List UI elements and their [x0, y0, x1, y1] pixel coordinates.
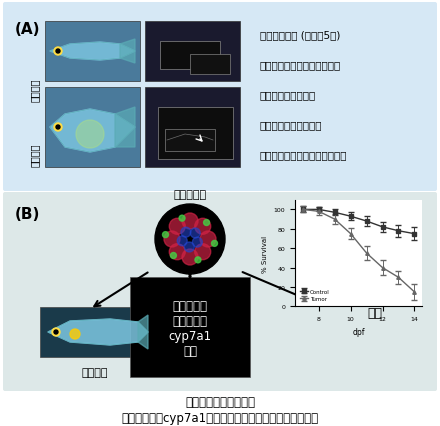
Polygon shape: [120, 40, 135, 64]
Bar: [45, 88, 140, 167]
Circle shape: [182, 249, 198, 265]
Polygon shape: [138, 315, 148, 349]
Circle shape: [170, 253, 176, 259]
Circle shape: [70, 329, 80, 339]
Circle shape: [200, 231, 216, 248]
Bar: [145, 22, 240, 82]
Circle shape: [169, 244, 185, 260]
Circle shape: [54, 48, 62, 56]
Bar: [130, 277, 250, 377]
Polygon shape: [48, 319, 148, 345]
Bar: [160, 42, 220, 70]
Polygon shape: [50, 110, 135, 153]
Circle shape: [195, 257, 201, 263]
Circle shape: [181, 227, 191, 238]
Bar: [40, 307, 150, 357]
Text: ・発生が早い (受精後5日): ・発生が早い (受精後5日): [260, 30, 341, 40]
Circle shape: [190, 228, 200, 239]
Text: 正常個体: 正常個体: [30, 78, 40, 101]
Circle shape: [182, 213, 198, 230]
Circle shape: [169, 219, 185, 235]
Legend: Control, Tumor: Control, Tumor: [297, 287, 332, 304]
X-axis label: dpf: dpf: [352, 327, 365, 336]
Circle shape: [212, 241, 217, 247]
Circle shape: [162, 232, 169, 238]
Circle shape: [177, 236, 187, 246]
Text: 肝臓の炎症がcyp7a1依存的な代謝異常によることを発見: 肝臓の炎症がcyp7a1依存的な代謝異常によることを発見: [121, 411, 319, 424]
Circle shape: [195, 244, 211, 260]
Circle shape: [54, 124, 62, 132]
Circle shape: [56, 50, 60, 54]
Circle shape: [179, 216, 185, 222]
Circle shape: [164, 231, 180, 248]
Text: 腫癘個体: 腫癘個体: [30, 143, 40, 167]
Bar: [190, 55, 230, 75]
Circle shape: [54, 330, 58, 334]
Circle shape: [195, 219, 211, 235]
Circle shape: [76, 121, 104, 149]
Polygon shape: [50, 43, 135, 61]
Bar: [45, 22, 140, 82]
Bar: [158, 108, 233, 160]
FancyBboxPatch shape: [3, 3, 437, 192]
Text: 生存率の
低下: 生存率の 低下: [360, 291, 390, 319]
Text: 後腔の腫癘: 後腔の腫癘: [173, 190, 206, 199]
Circle shape: [192, 238, 202, 248]
Circle shape: [155, 204, 225, 274]
Y-axis label: % Survival: % Survival: [262, 235, 268, 272]
Text: 肝臓の肌大
肝臓の炎症
cyp7a1
代謝: 肝臓の肌大 肝臓の炎症 cyp7a1 代謝: [169, 299, 212, 357]
Text: 多様な悪影鿿のうち、: 多様な悪影鿿のうち、: [185, 395, 255, 408]
Circle shape: [184, 242, 194, 252]
Text: ・個体に様々な悪影鿿を与える: ・個体に様々な悪影鿿を与える: [260, 150, 348, 160]
Text: (B): (B): [15, 207, 40, 222]
Circle shape: [204, 220, 209, 226]
Bar: [145, 88, 240, 167]
Text: ・高効率で腫癘を発生: ・高効率で腫癘を発生: [260, 120, 323, 130]
Text: (A): (A): [15, 22, 40, 37]
Circle shape: [52, 328, 60, 336]
Polygon shape: [115, 108, 135, 148]
Text: ・個体が数ミリで、ほぼ透明: ・個体が数ミリで、ほぼ透明: [260, 60, 341, 70]
Text: 成長阻害: 成長阻害: [82, 367, 108, 377]
Bar: [165, 130, 215, 152]
Text: ・腫癘の視認が容易: ・腫癘の視認が容易: [260, 90, 316, 100]
FancyBboxPatch shape: [3, 193, 437, 391]
Circle shape: [56, 126, 60, 130]
